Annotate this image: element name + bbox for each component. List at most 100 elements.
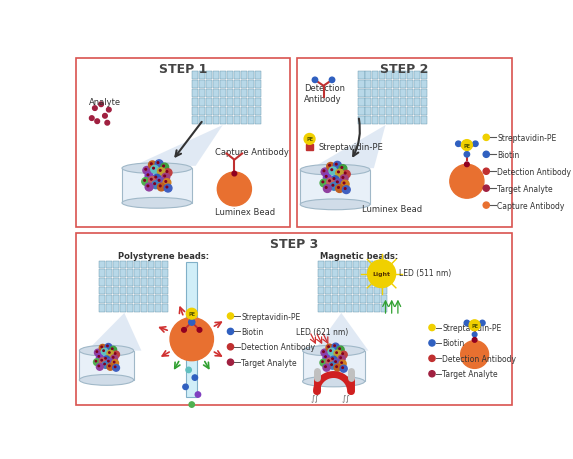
Bar — [421, 99, 427, 107]
Bar — [219, 99, 226, 107]
Bar — [219, 90, 226, 98]
Bar — [120, 296, 126, 303]
Bar — [381, 304, 387, 312]
Bar — [325, 261, 331, 269]
Ellipse shape — [122, 163, 192, 174]
Text: Capture Antibody: Capture Antibody — [215, 147, 289, 156]
Bar — [134, 261, 140, 269]
Ellipse shape — [80, 346, 134, 356]
Circle shape — [342, 177, 344, 179]
Bar — [248, 72, 254, 80]
Bar — [339, 287, 345, 295]
Circle shape — [334, 364, 341, 371]
Circle shape — [152, 181, 160, 189]
Bar — [219, 81, 226, 89]
Bar — [360, 287, 366, 295]
Circle shape — [329, 180, 331, 182]
Bar — [254, 99, 261, 107]
Circle shape — [325, 176, 327, 178]
Bar — [199, 81, 205, 89]
Bar — [213, 117, 219, 125]
Circle shape — [469, 320, 480, 331]
Bar — [358, 99, 364, 107]
Bar — [358, 72, 364, 80]
Bar — [366, 72, 371, 80]
Circle shape — [337, 187, 339, 189]
Circle shape — [344, 188, 346, 190]
Circle shape — [321, 168, 329, 176]
Bar — [386, 108, 393, 116]
Bar — [407, 81, 413, 89]
Circle shape — [103, 356, 110, 363]
Circle shape — [161, 164, 168, 172]
Bar — [134, 304, 140, 312]
Bar — [213, 90, 219, 98]
Circle shape — [331, 169, 332, 171]
Circle shape — [483, 202, 489, 209]
Bar — [421, 108, 427, 116]
Bar — [325, 287, 331, 295]
Bar — [353, 261, 359, 269]
Bar — [148, 279, 154, 286]
Bar — [227, 90, 233, 98]
Circle shape — [322, 182, 324, 183]
Circle shape — [328, 346, 329, 347]
Circle shape — [102, 362, 109, 369]
Bar — [248, 81, 254, 89]
Bar — [339, 279, 345, 286]
Circle shape — [145, 173, 153, 180]
Text: STEP 3: STEP 3 — [269, 238, 318, 251]
Bar — [120, 304, 126, 312]
Bar — [113, 270, 119, 277]
Bar — [407, 108, 413, 116]
Bar — [386, 99, 393, 107]
Bar — [234, 99, 240, 107]
Bar — [353, 296, 359, 303]
Bar — [372, 90, 378, 98]
Circle shape — [96, 351, 97, 353]
Bar — [120, 261, 126, 269]
Circle shape — [148, 162, 156, 169]
Bar — [140, 296, 147, 303]
Circle shape — [101, 360, 103, 361]
Circle shape — [151, 163, 152, 165]
Circle shape — [143, 167, 151, 175]
Circle shape — [338, 355, 345, 362]
Circle shape — [323, 185, 331, 193]
Bar — [192, 117, 198, 125]
Circle shape — [333, 359, 340, 366]
Bar — [353, 304, 359, 312]
Bar — [106, 304, 112, 312]
Circle shape — [227, 313, 234, 319]
Circle shape — [232, 172, 237, 176]
Text: ∫∫: ∫∫ — [311, 392, 319, 401]
Circle shape — [337, 172, 339, 174]
Circle shape — [340, 365, 347, 372]
Circle shape — [111, 355, 117, 362]
Circle shape — [328, 360, 329, 362]
Bar — [162, 287, 168, 295]
Circle shape — [483, 169, 489, 175]
Bar — [227, 99, 233, 107]
Circle shape — [115, 353, 116, 354]
Circle shape — [342, 367, 343, 369]
Bar — [254, 72, 261, 80]
Circle shape — [93, 106, 97, 111]
Bar — [414, 108, 421, 116]
Bar — [254, 108, 261, 116]
Circle shape — [323, 174, 331, 182]
Bar — [227, 117, 233, 125]
Circle shape — [144, 180, 146, 182]
Circle shape — [105, 358, 106, 359]
Bar — [106, 270, 112, 277]
Polygon shape — [312, 126, 386, 169]
Circle shape — [183, 384, 189, 390]
Bar — [325, 279, 331, 286]
Bar — [140, 279, 147, 286]
Circle shape — [328, 348, 335, 355]
Text: LED (511 nm): LED (511 nm) — [399, 269, 451, 278]
Polygon shape — [87, 313, 142, 351]
Circle shape — [330, 183, 338, 191]
Bar — [219, 108, 226, 116]
Bar — [213, 81, 219, 89]
